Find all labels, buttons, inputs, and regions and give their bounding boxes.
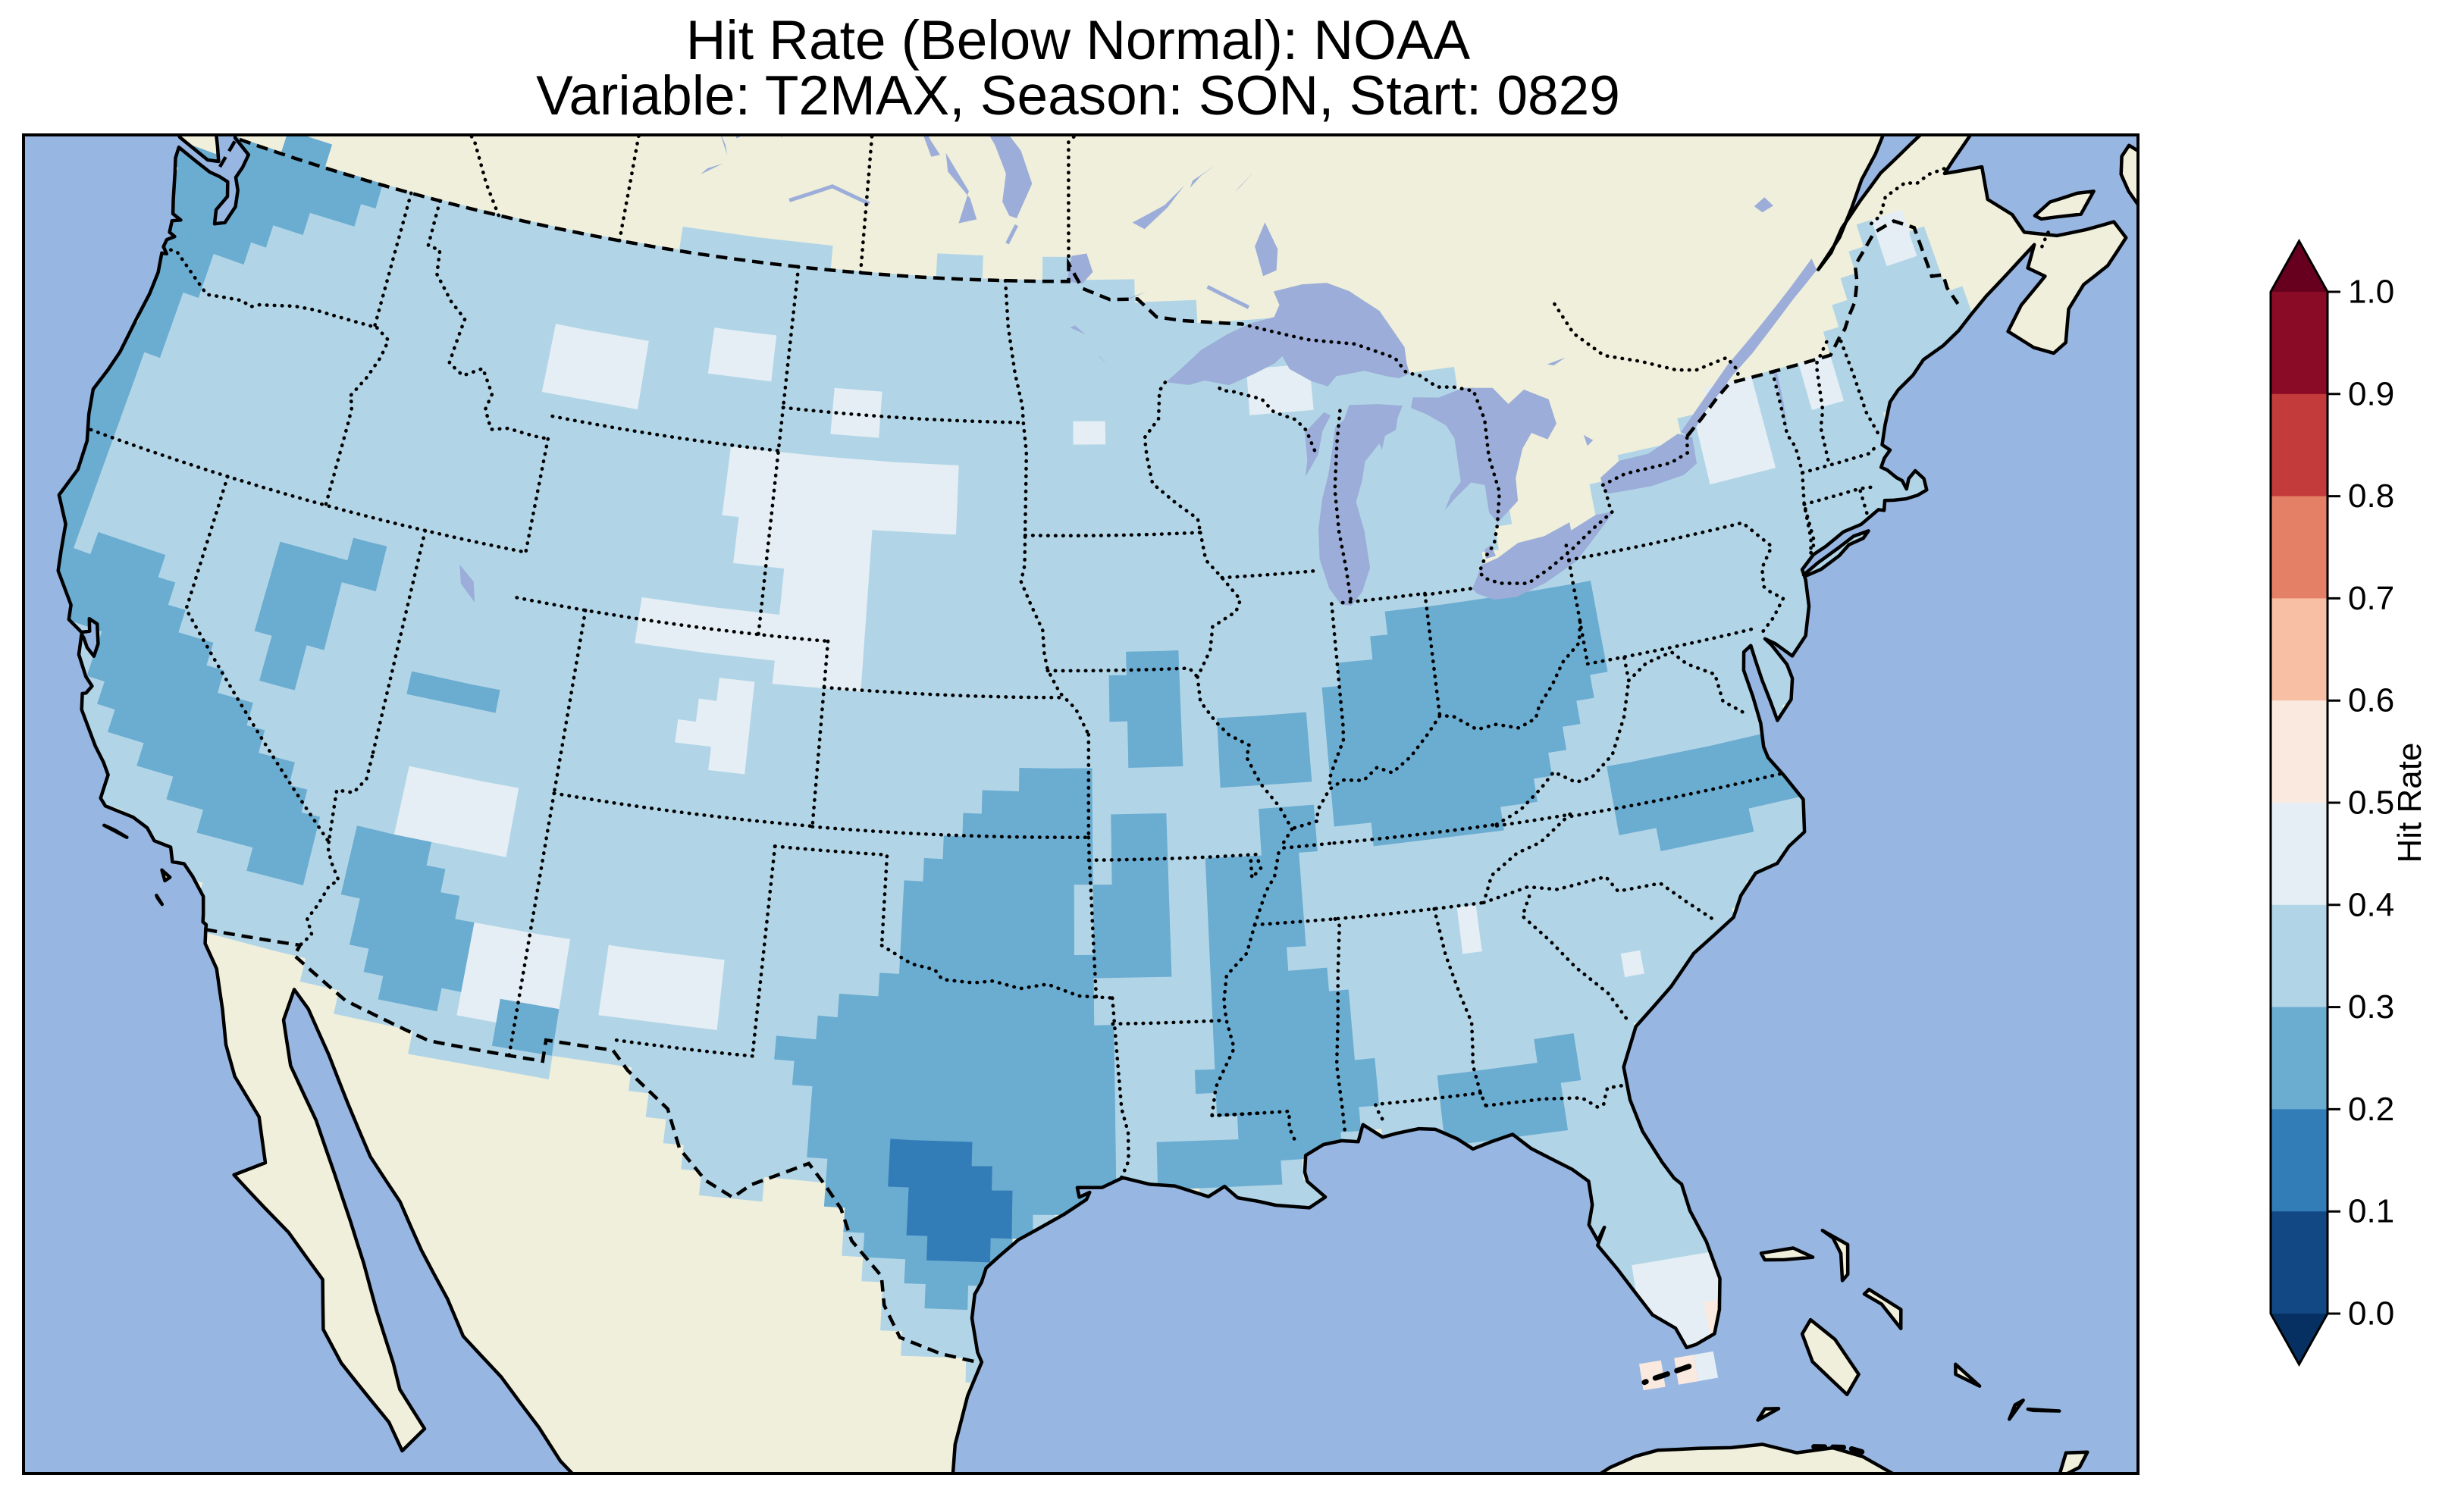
svg-text:0.5: 0.5 bbox=[2348, 785, 2394, 822]
svg-text:Hit Rate: Hit Rate bbox=[2391, 743, 2428, 863]
svg-text:1.0: 1.0 bbox=[2348, 274, 2394, 311]
svg-text:Variable: T2MAX, Season: SON,: Variable: T2MAX, Season: SON, Start: 082… bbox=[536, 65, 1620, 127]
svg-text:0.1: 0.1 bbox=[2348, 1193, 2394, 1230]
svg-text:0.3: 0.3 bbox=[2348, 988, 2394, 1026]
svg-text:0.9: 0.9 bbox=[2348, 375, 2394, 412]
svg-text:0.2: 0.2 bbox=[2348, 1091, 2394, 1128]
svg-text:0.8: 0.8 bbox=[2348, 478, 2394, 515]
svg-text:0.4: 0.4 bbox=[2348, 886, 2394, 923]
svg-text:Hit Rate (Below Normal): NOAA: Hit Rate (Below Normal): NOAA bbox=[686, 10, 1471, 71]
svg-text:0.7: 0.7 bbox=[2348, 580, 2394, 617]
svg-text:0.0: 0.0 bbox=[2348, 1295, 2394, 1333]
svg-text:0.6: 0.6 bbox=[2348, 682, 2394, 719]
